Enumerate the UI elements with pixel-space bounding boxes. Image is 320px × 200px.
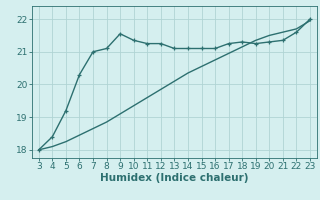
X-axis label: Humidex (Indice chaleur): Humidex (Indice chaleur) (100, 173, 249, 183)
